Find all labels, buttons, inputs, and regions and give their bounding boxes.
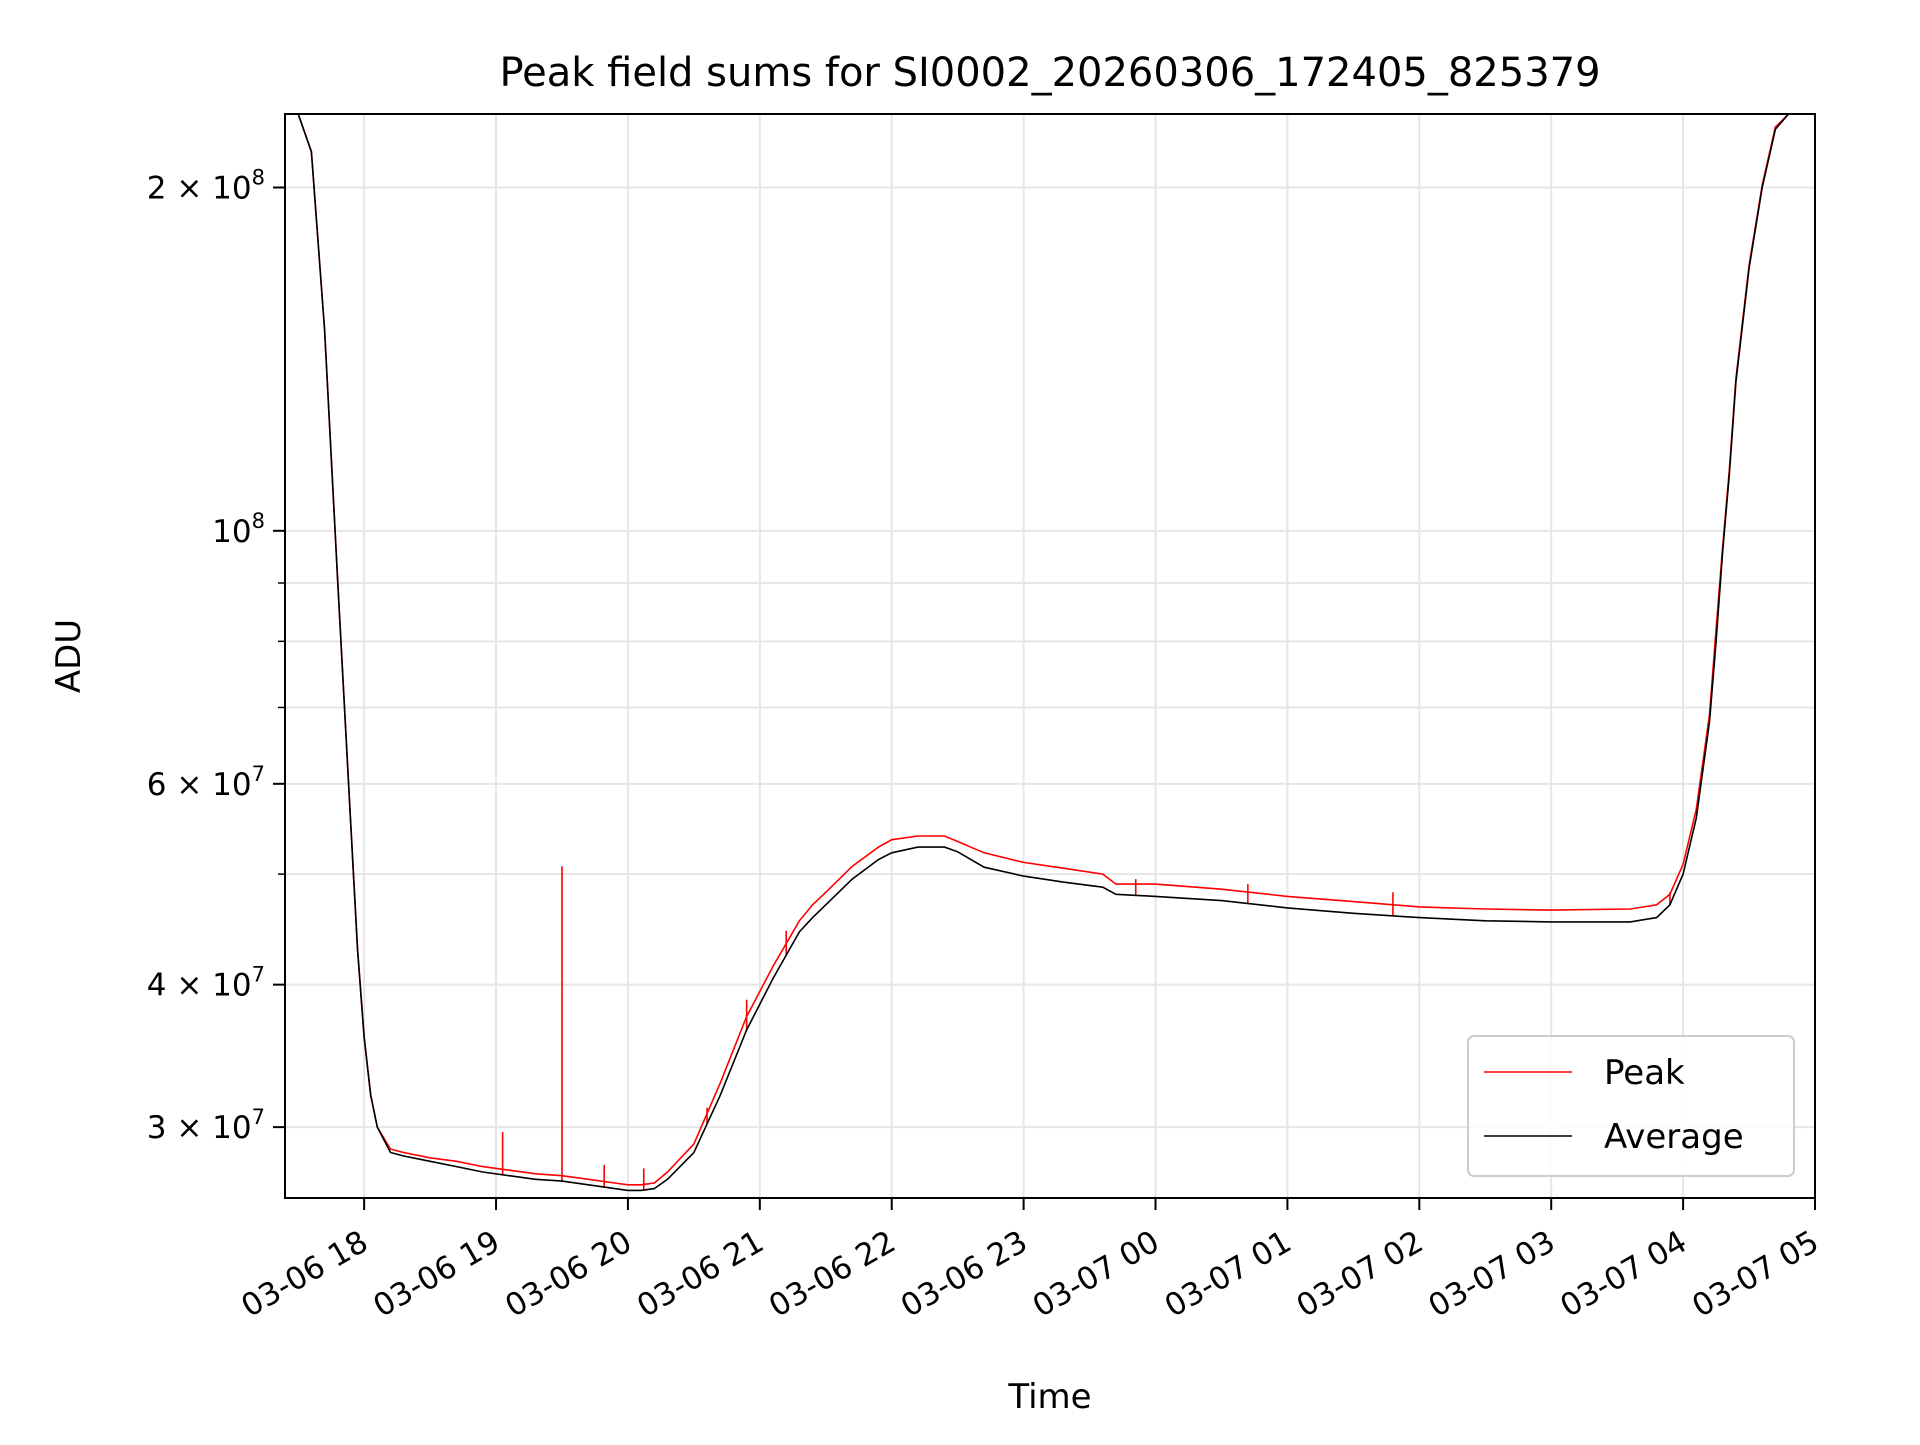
y-tick-label-base: 10	[212, 514, 251, 550]
y-tick-label: 2 × 108	[147, 166, 265, 207]
legend: Peak Average	[1467, 1035, 1795, 1177]
y-tick-label-exponent: 7	[252, 762, 265, 786]
y-tick-label: 108	[212, 509, 265, 550]
x-axis-label: Time	[1007, 1377, 1091, 1417]
average-series-line	[285, 114, 1815, 1192]
y-tick-label: 4 × 107	[147, 963, 265, 1004]
y-tick-label-base: 2 × 10	[147, 171, 252, 207]
chart-title: Peak field sums for SI0002_20260306_1724…	[499, 50, 1600, 96]
y-axis-label: ADU	[49, 619, 89, 693]
peak-series-line	[285, 114, 1815, 1186]
legend-box	[1467, 1035, 1795, 1177]
y-tick-label-exponent: 8	[252, 509, 265, 533]
y-tick-label-base: 3 × 10	[147, 1110, 252, 1146]
y-tick-label-exponent: 7	[252, 963, 265, 987]
series-layer	[285, 114, 1815, 1192]
y-tick-label-base: 6 × 10	[147, 767, 252, 803]
grid-layer	[285, 114, 1815, 1198]
legend-average-label: Average	[1604, 1117, 1744, 1157]
legend-peak-label: Peak	[1604, 1053, 1685, 1093]
plot-frame	[284, 113, 1816, 1199]
y-tick-label-base: 4 × 10	[147, 968, 252, 1004]
y-tick-label-exponent: 7	[252, 1105, 265, 1129]
y-tick-label: 3 × 107	[147, 1105, 265, 1146]
y-tick-label-exponent: 8	[252, 166, 265, 190]
y-tick-label: 6 × 107	[147, 762, 265, 803]
